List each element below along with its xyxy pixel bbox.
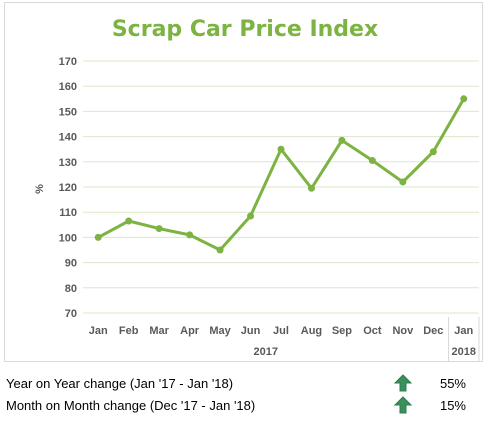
x-tick-label: Aug [301,325,322,337]
data-point [429,148,437,156]
y-tick-label: 120 [59,182,77,194]
mom-value: 15% [439,398,466,413]
y-tick-label: 80 [65,283,77,295]
x-tick-label: Feb [119,325,139,337]
x-tick-label: Jan [454,325,473,337]
data-point [216,246,224,254]
series [94,95,468,254]
x-axis-year-groups: 2017 2018 [254,317,480,361]
series-line [97,98,466,252]
data-point [399,178,407,186]
data-point [94,233,102,241]
data-point [155,225,163,233]
data-point [307,184,315,192]
yoy-value: 55% [439,376,466,391]
chart-title: Scrap Car Price Index [112,17,378,42]
x-tick-label: Nov [392,325,414,337]
y-tick-label: 130 [59,157,77,169]
x-tick-label: Jun [241,325,261,337]
data-point [277,145,285,153]
y-tick-label: 150 [59,106,77,118]
up-arrow-icon [394,374,412,392]
y-tick-label: 140 [59,132,77,144]
grid [83,60,479,314]
x-tick-label: Apr [180,325,200,337]
up-arrow-icon [394,396,412,414]
data-point [247,212,255,220]
summary-row-yoy: Year on Year change (Jan '17 - Jan '18) … [6,374,482,394]
data-point [125,217,133,225]
summary-row-mom: Month on Month change (Dec '17 - Jan '18… [6,396,482,416]
y-axis-ticks: 70 80 90 100 110 120 130 140 150 160 170 [59,56,77,320]
y-axis-label: % [34,184,46,194]
data-point [368,157,376,165]
y-tick-label: 160 [59,81,77,93]
x-tick-label: Dec [423,325,443,337]
y-tick-label: 100 [59,232,77,244]
chart-frame: Scrap Car Price Index 70 80 90 100 110 120 130… [4,2,483,362]
line-chart: Scrap Car Price Index 70 80 90 100 110 120 130… [34,17,480,361]
x-tick-label: Mar [149,325,169,337]
data-point [186,231,194,239]
y-tick-label: 70 [65,308,77,320]
data-point [338,136,346,144]
data-point [460,95,468,103]
x-tick-label: Oct [363,325,382,337]
year-group-label: 2018 [452,346,476,358]
x-axis-ticks: Jan Feb Mar Apr May Jun Jul Aug Sep Oct Nov Dec Jan [89,325,474,337]
y-tick-label: 110 [59,207,77,219]
x-tick-label: May [209,325,231,337]
y-tick-label: 170 [59,56,77,68]
y-tick-label: 90 [65,258,77,270]
x-tick-label: Jul [273,325,289,337]
mom-label: Month on Month change (Dec '17 - Jan '18… [6,398,256,413]
x-tick-label: Sep [332,325,352,337]
yoy-label: Year on Year change (Jan '17 - Jan '18) [6,376,234,391]
year-group-label: 2017 [254,346,278,358]
x-tick-label: Jan [89,325,108,337]
